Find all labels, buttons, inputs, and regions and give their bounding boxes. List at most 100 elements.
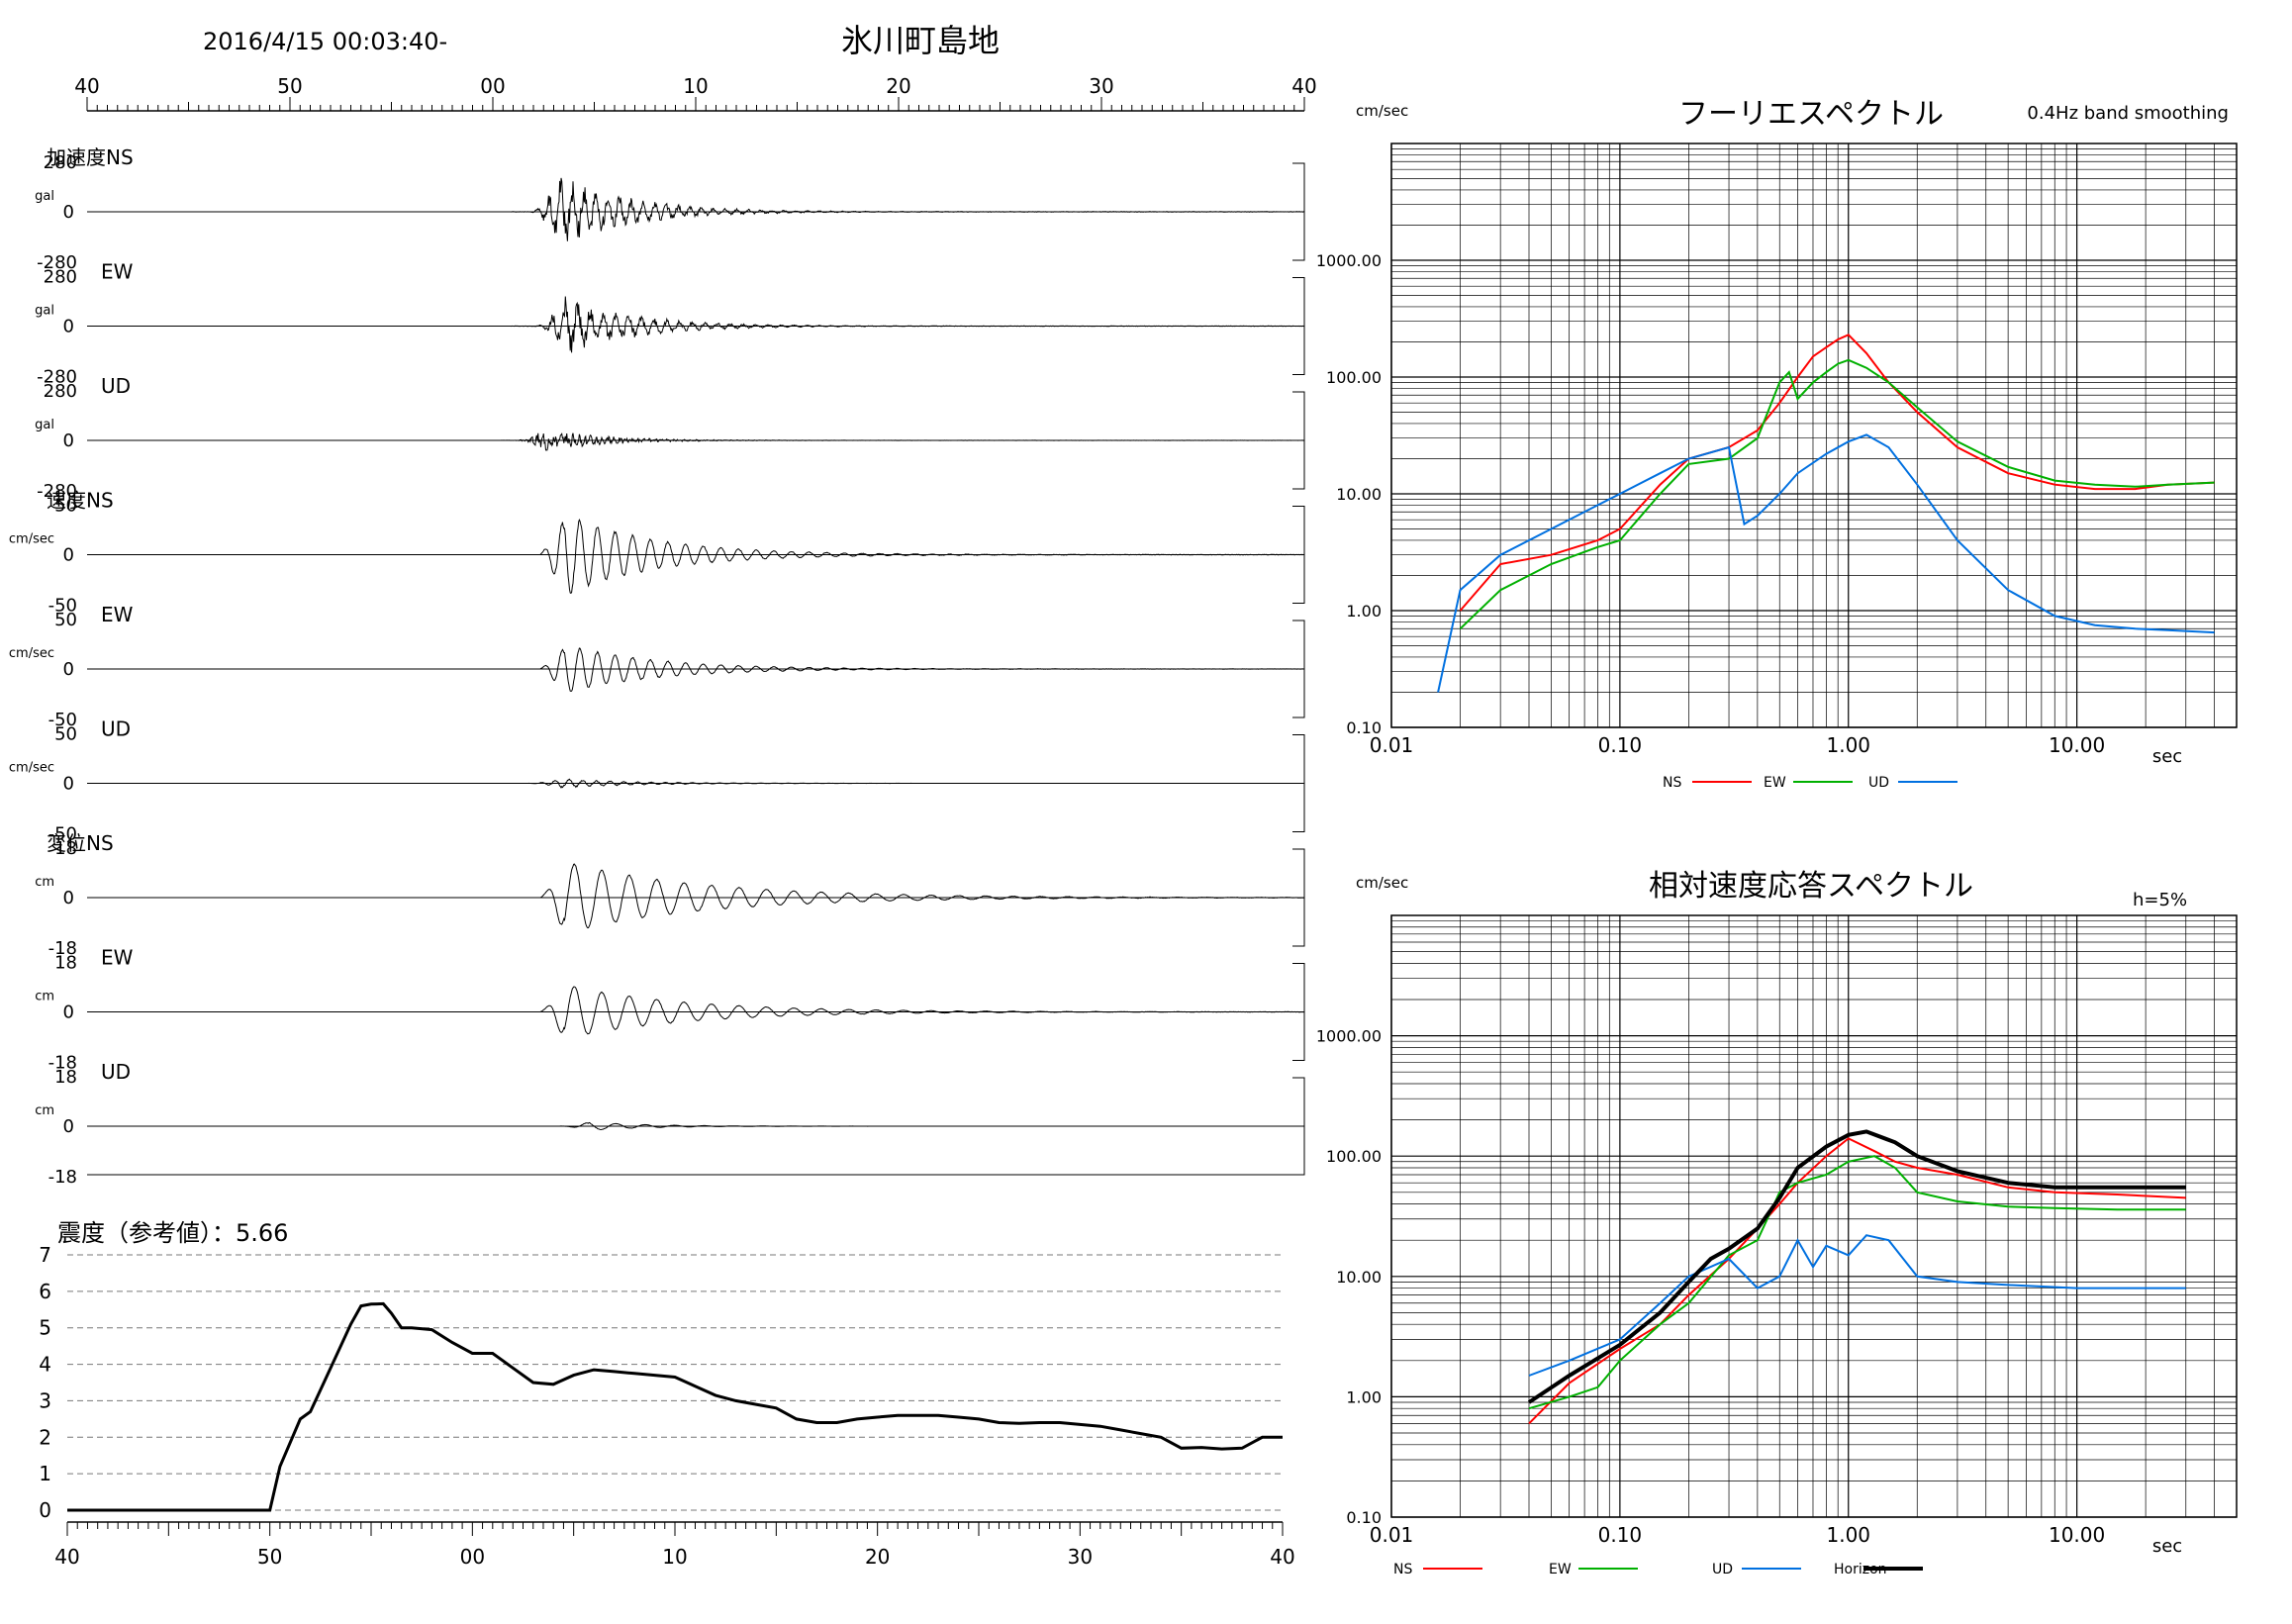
spectrum-y-label: 10.00 bbox=[1336, 485, 1382, 504]
spectrum-y-unit: cm/sec bbox=[1356, 874, 1408, 892]
intensity-y-label: 6 bbox=[39, 1280, 51, 1303]
spectrum-series-ns bbox=[1459, 334, 2215, 612]
top-axis-label: 00 bbox=[480, 74, 505, 98]
waveform-panel: 50 0 -50 cm/sec EW bbox=[9, 603, 1305, 730]
spectrum-x-label: 10.00 bbox=[2049, 733, 2105, 757]
spectrum-x-label: 0.01 bbox=[1370, 733, 1414, 757]
top-axis-label: 40 bbox=[74, 74, 99, 98]
panel-unit-label: cm bbox=[35, 990, 54, 1004]
spectrum-y-label: 0.10 bbox=[1346, 1508, 1382, 1527]
panel-zero-label: 0 bbox=[63, 430, 74, 451]
panel-max-label: 50 bbox=[54, 496, 77, 517]
waveform-panel: 280 0 -280 gal 加速度NS bbox=[35, 145, 1305, 273]
panel-zero-label: 0 bbox=[63, 545, 74, 566]
waveform-panels: 40 50 00 10 20 30 402800-280gal加速度NS2800-280ga… bbox=[9, 74, 1317, 1188]
panel-max-label: 280 bbox=[44, 381, 77, 402]
waveform-trace bbox=[325, 432, 1305, 451]
spectrum-x-label: 1.00 bbox=[1826, 1523, 1870, 1547]
top-axis-label: 40 bbox=[1291, 74, 1316, 98]
legend-label: EW bbox=[1764, 775, 1786, 791]
spectrum-series-ns bbox=[1528, 1137, 2186, 1425]
panel-max-label: 280 bbox=[44, 267, 77, 288]
panel-unit-label: cm/sec bbox=[9, 646, 54, 661]
waveform-panel: 50 0 -50 cm/sec 速度NS bbox=[9, 489, 1305, 617]
panel-min-label: -50 bbox=[48, 824, 77, 845]
spectrum-title: フーリエスペクトル bbox=[1678, 97, 1944, 132]
panel-zero-label: 0 bbox=[63, 774, 74, 795]
panel-min-label: -280 bbox=[37, 252, 77, 273]
spectrum-x-label: 1.00 bbox=[1826, 733, 1870, 757]
spectrum-series-ud bbox=[1528, 1234, 2186, 1377]
panel-min-label: -280 bbox=[37, 481, 77, 502]
waveform-trace bbox=[325, 778, 1304, 789]
spectrum-subtitle: 0.4Hz band smoothing bbox=[2027, 103, 2229, 124]
spectrum-y-label: 100.00 bbox=[1326, 1147, 1382, 1166]
panel-max-label: 18 bbox=[54, 838, 77, 859]
panel-zero-label: 0 bbox=[63, 202, 74, 223]
spectrum-series-horizon bbox=[1527, 1129, 2186, 1404]
panel-zero-label: 0 bbox=[63, 659, 74, 680]
waveform-trace bbox=[325, 986, 1305, 1035]
waveform-trace bbox=[325, 647, 1305, 692]
panel-min-label: -18 bbox=[48, 938, 77, 959]
spectrum-y-label: 1000.00 bbox=[1316, 251, 1382, 270]
panel-min-label: -50 bbox=[48, 710, 77, 730]
panel-max-label: 280 bbox=[44, 152, 77, 173]
panel-unit-label: cm/sec bbox=[9, 532, 54, 547]
panel-section-label: 加速度NS bbox=[47, 145, 134, 169]
spectrum-subtitle: h=5% bbox=[2133, 890, 2187, 910]
spectrum-y-label: 10.00 bbox=[1336, 1268, 1382, 1287]
intensity-y-label: 7 bbox=[39, 1243, 51, 1267]
panel-unit-label: cm bbox=[35, 1103, 54, 1118]
legend-label: Horizon bbox=[1834, 1562, 1887, 1577]
spectrum-series-ud bbox=[1437, 433, 2215, 693]
spectrum-y-label: 1000.00 bbox=[1316, 1027, 1382, 1046]
waveform-panel: 50 0 -50 cm/sec UD bbox=[9, 717, 1305, 845]
waveform-trace bbox=[325, 296, 1304, 353]
station-name: 氷川町島地 bbox=[841, 22, 1000, 59]
intensity-y-label: 3 bbox=[39, 1388, 51, 1412]
intensity-x-label: 40 bbox=[54, 1545, 79, 1569]
intensity-chart: 震度（参考値）：5.66 0 1 2 3 4 5 6 7 40 50 00 10 20 30 40 bbox=[39, 1219, 1294, 1569]
intensity-x-label: 40 bbox=[1270, 1545, 1294, 1569]
spectrum-x-label: 0.10 bbox=[1598, 733, 1643, 757]
top-axis-label: 30 bbox=[1089, 74, 1113, 98]
panel-min-label: -50 bbox=[48, 596, 77, 617]
panel-min-label: -18 bbox=[48, 1167, 77, 1188]
legend-label: UD bbox=[1712, 1562, 1733, 1577]
waveform-panel: 18 0 -18 cm EW bbox=[35, 946, 1305, 1074]
intensity-y-label: 5 bbox=[39, 1316, 51, 1340]
intensity-x-label: 30 bbox=[1068, 1545, 1093, 1569]
panel-min-label: -280 bbox=[37, 367, 77, 388]
panel-unit-label: cm bbox=[35, 875, 54, 890]
spectrum-x-label: 0.01 bbox=[1370, 1523, 1414, 1547]
top-axis-label: 10 bbox=[683, 74, 708, 98]
datetime-label: 2016/4/15 00:03:40- bbox=[203, 28, 447, 55]
intensity-title: 震度（参考値）：5.66 bbox=[57, 1219, 288, 1247]
waveform-panel: 18 0 -18 cm UD bbox=[35, 1060, 1305, 1188]
intensity-x-label: 20 bbox=[865, 1545, 890, 1569]
panel-max-label: 50 bbox=[54, 610, 77, 630]
waveform-panel: 18 0 -18 cm 変位NS bbox=[35, 831, 1305, 959]
intensity-x-label: 10 bbox=[662, 1545, 687, 1569]
intensity-y-label: 1 bbox=[39, 1462, 51, 1485]
spectrum-y-label: 1.00 bbox=[1346, 602, 1382, 621]
spectrum-x-unit: sec bbox=[2152, 1536, 2182, 1557]
intensity-y-label: 2 bbox=[39, 1425, 51, 1449]
spectrum-x-label: 0.10 bbox=[1598, 1523, 1643, 1547]
panel-zero-label: 0 bbox=[63, 1116, 74, 1137]
panel-zero-label: 0 bbox=[63, 317, 74, 337]
panel-unit-label: cm/sec bbox=[9, 761, 54, 776]
legend-label: UD bbox=[1868, 775, 1889, 791]
spectrum-y-label: 100.00 bbox=[1326, 368, 1382, 387]
waveform-trace bbox=[325, 1121, 1304, 1131]
spectrum-title: 相対速度応答スペクトル bbox=[1649, 869, 1973, 904]
legend-label: NS bbox=[1393, 1562, 1412, 1577]
spectrum-x-label: 10.00 bbox=[2049, 1523, 2105, 1547]
spectrum-frame bbox=[1390, 914, 2238, 1518]
intensity-y-label: 0 bbox=[39, 1498, 51, 1522]
top-axis-label: 20 bbox=[886, 74, 910, 98]
panel-min-label: -18 bbox=[48, 1053, 77, 1074]
legend-label: EW bbox=[1549, 1562, 1572, 1577]
